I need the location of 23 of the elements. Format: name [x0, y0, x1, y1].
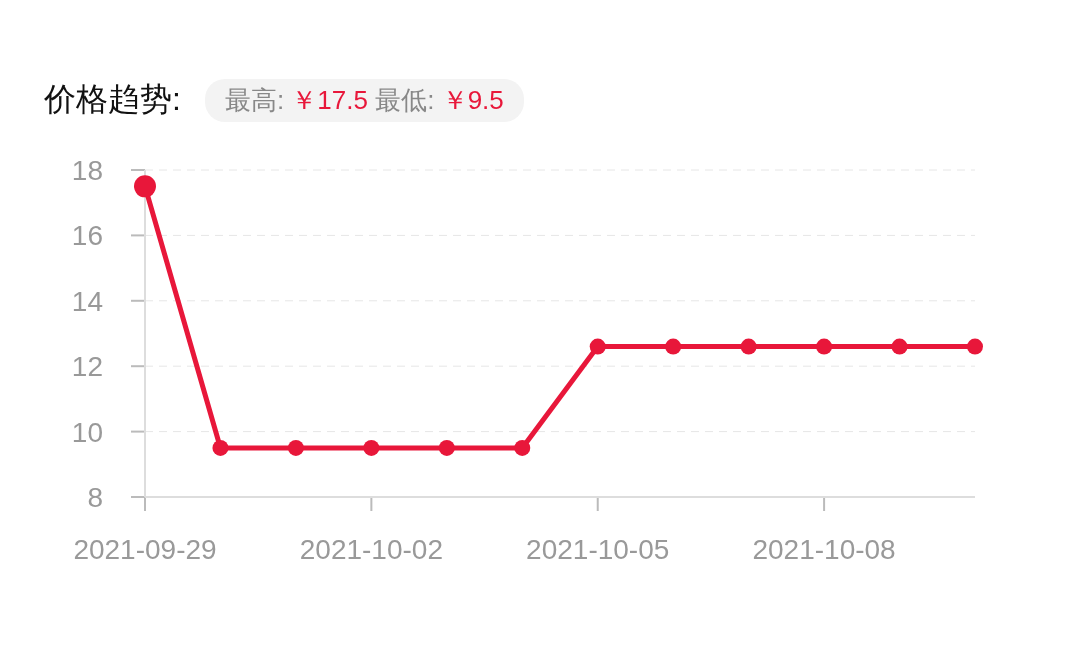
- y-tick-label: 12: [71, 351, 103, 383]
- point: [740, 338, 757, 355]
- x-tick-label: 2021-10-05: [526, 534, 670, 565]
- y-tick-label: 8: [87, 482, 103, 513]
- point: [212, 439, 229, 456]
- y-tick-label: 16: [71, 220, 103, 252]
- point: [438, 439, 455, 456]
- y-tick-label: 18: [71, 155, 103, 186]
- chart-subtitle: 最高: ￥17.5 最低: ￥9.5: [224, 84, 504, 115]
- point: [665, 338, 682, 355]
- x-tick-label: 2021-09-29: [73, 534, 217, 565]
- point: [589, 338, 606, 355]
- point: [363, 439, 380, 456]
- point: [891, 338, 908, 355]
- y-tick-label: 10: [71, 416, 103, 448]
- x-tick-label: 2021-10-02: [299, 534, 443, 565]
- point: [816, 338, 833, 355]
- point: [967, 338, 983, 355]
- chart-title: 价格趋势:: [44, 80, 181, 119]
- point: [514, 439, 531, 456]
- y-tick-label: 14: [71, 285, 103, 317]
- point: [287, 439, 304, 456]
- x-tick-label: 2021-10-08: [752, 534, 896, 565]
